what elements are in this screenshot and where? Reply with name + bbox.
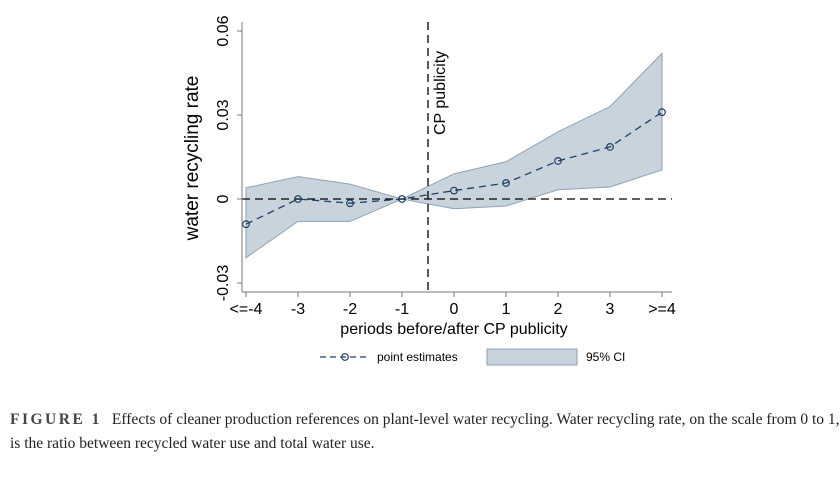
figure-label: FIGURE 1 — [10, 411, 102, 428]
legend-marker-swatch — [341, 353, 349, 361]
point-estimates-line — [245, 111, 663, 225]
y-tick-label: 0 — [215, 194, 232, 203]
data-point — [502, 179, 510, 187]
y-tick-label: 0.06 — [215, 15, 232, 46]
y-tick-label: -0.03 — [215, 265, 232, 302]
x-tick-label: <=-4 — [230, 301, 263, 318]
legend-label-point-estimates: point estimates — [377, 350, 458, 364]
x-tick-label: 1 — [502, 301, 511, 318]
x-tick-label: 2 — [554, 301, 563, 318]
x-tick-label: -2 — [343, 301, 357, 318]
ci-band — [245, 52, 663, 259]
x-axis-label: periods before/after CP publicity — [340, 321, 567, 338]
x-tick-label: -1 — [395, 301, 409, 318]
x-tick-label: -3 — [291, 301, 305, 318]
data-point — [554, 157, 562, 165]
data-point — [450, 186, 458, 195]
legend: point estimates 95% CI — [320, 348, 625, 366]
data-point — [346, 199, 354, 208]
legend-label-ci: 95% CI — [586, 350, 625, 364]
y-axis-label: water recycling rate — [182, 76, 203, 242]
data-point — [398, 195, 406, 203]
figure-caption: FIGURE 1 Effects of cleaner production re… — [10, 408, 840, 456]
chart: -0.03 0 0.03 0.06 <=-4 -3 -2 -1 0 1 2 3 >=4 water re… — [182, 15, 676, 366]
cp-publicity-label: CP publicity — [432, 51, 449, 135]
caption-text: Effects of cleaner production references… — [10, 411, 840, 452]
data-point — [294, 195, 302, 203]
data-point — [606, 143, 614, 151]
legend-ci-swatch — [486, 348, 578, 366]
x-tick-label: >=4 — [648, 301, 676, 318]
x-tick-label: 3 — [606, 301, 615, 318]
data-point — [658, 108, 666, 117]
data-point — [242, 220, 250, 229]
x-tick-label: 0 — [450, 301, 459, 318]
y-tick-label: 0.03 — [215, 99, 232, 130]
